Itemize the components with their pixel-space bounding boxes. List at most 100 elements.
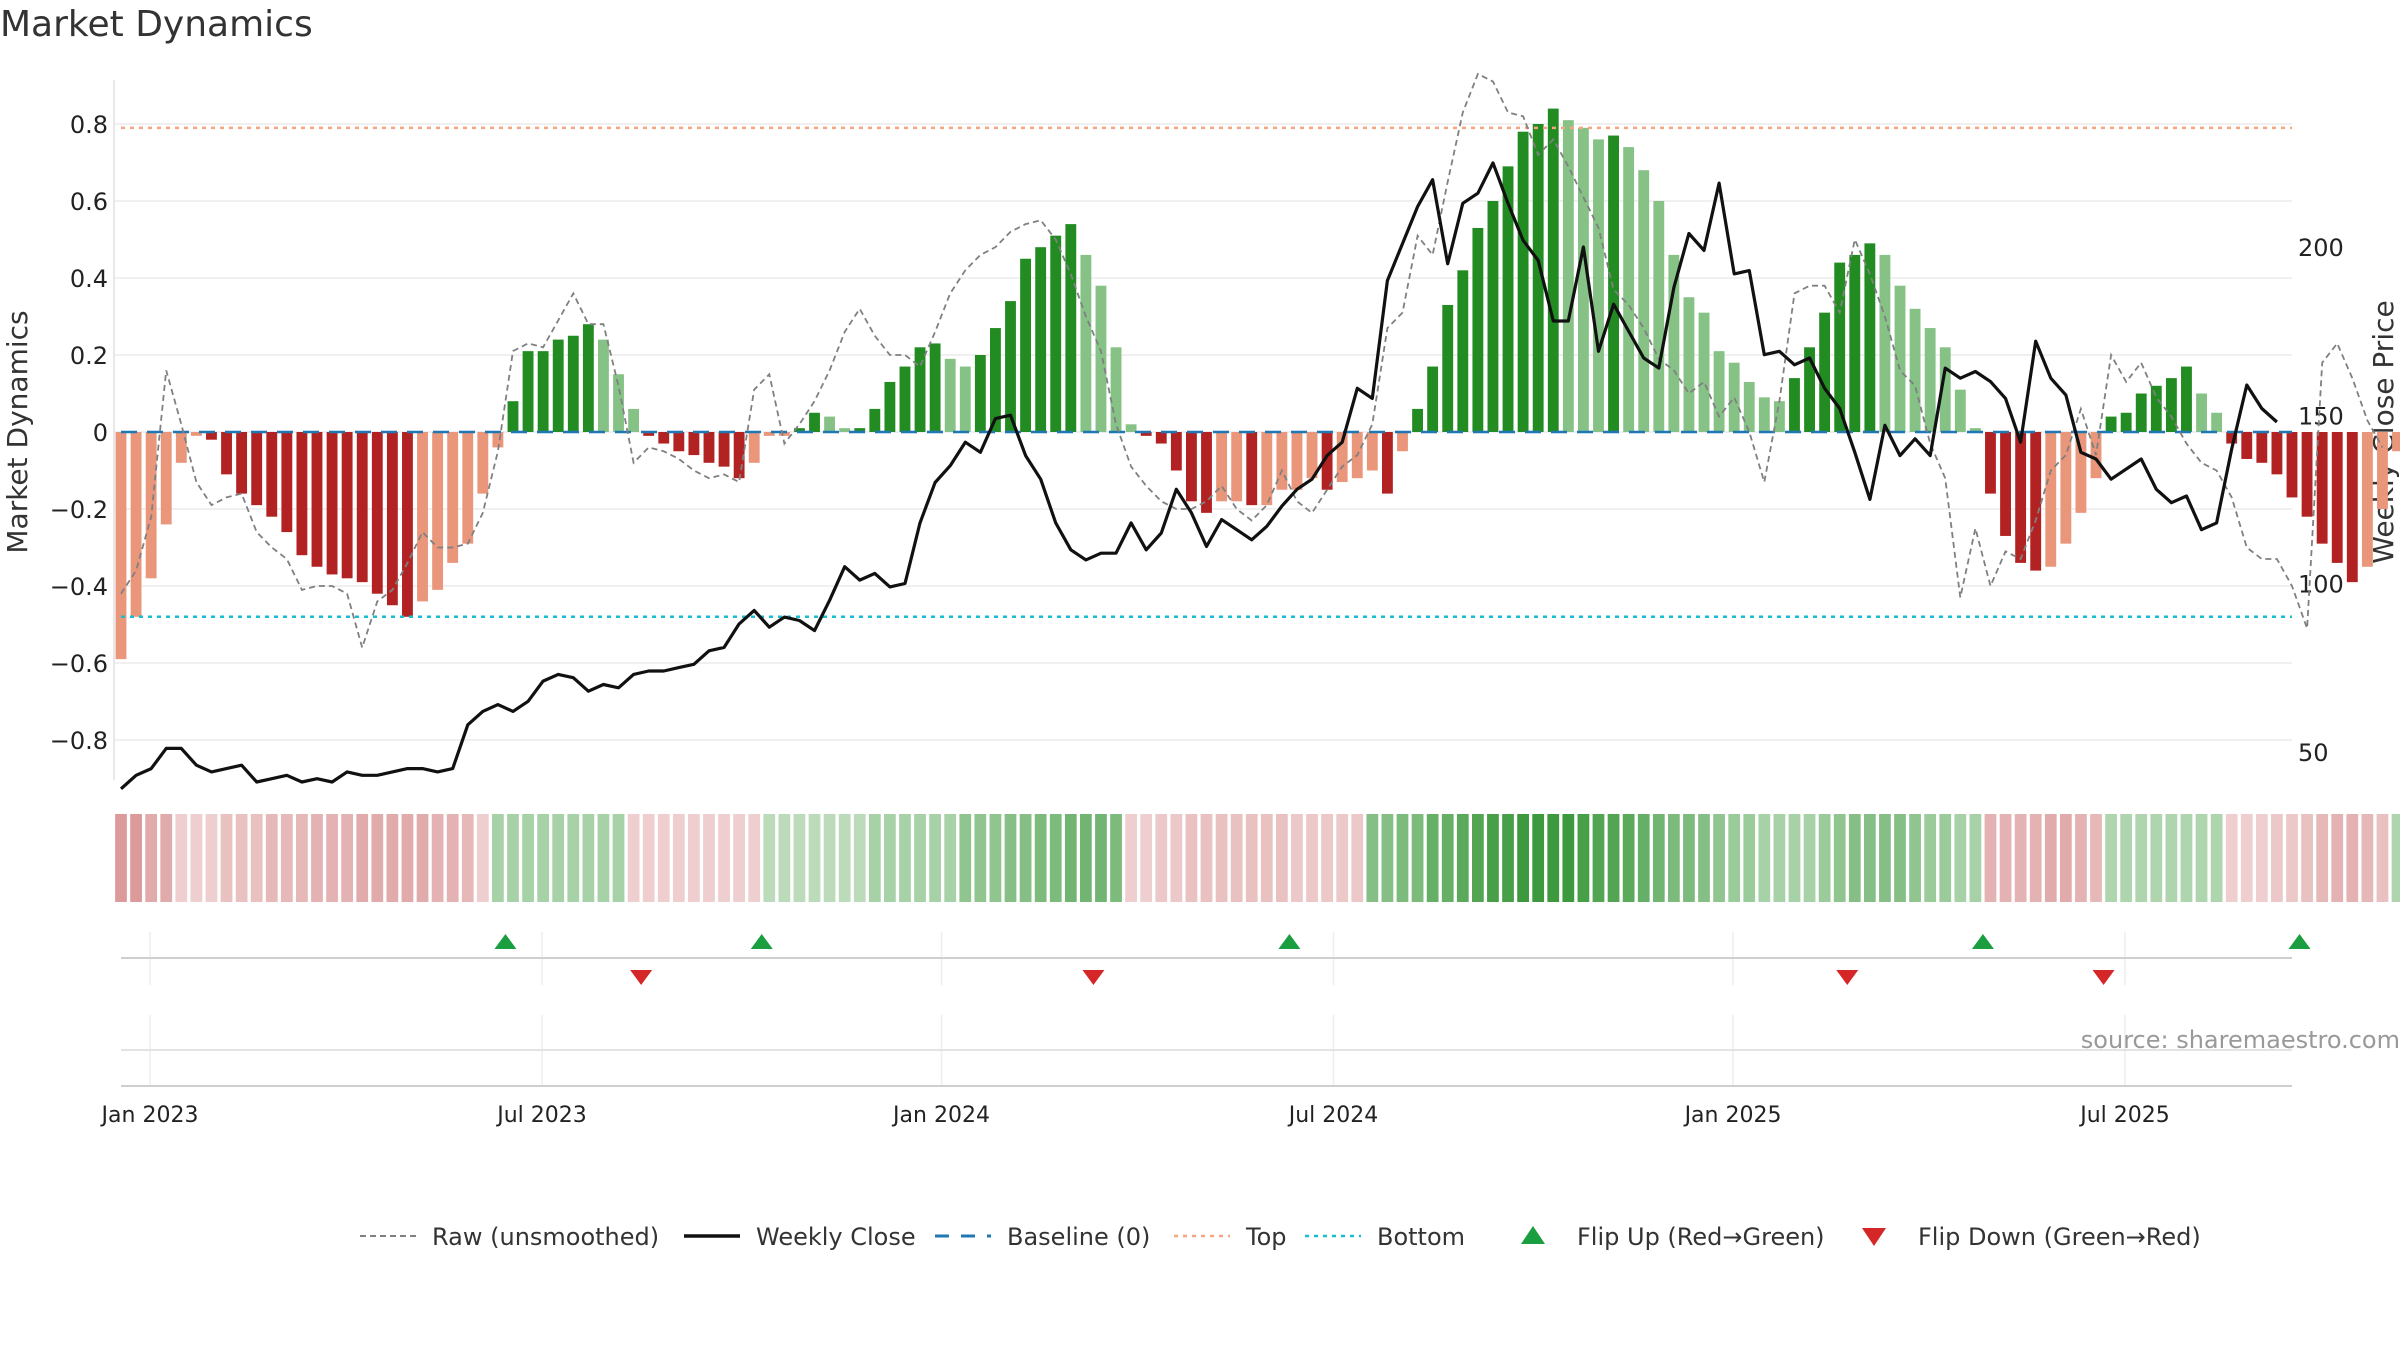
regime-cell — [1969, 814, 1982, 902]
dynamics-bar — [1985, 432, 1996, 494]
regime-cell — [416, 814, 429, 902]
regime-cell — [1125, 814, 1137, 902]
dynamics-bar — [2135, 393, 2147, 432]
regime-cell — [657, 814, 670, 902]
dynamics-bar — [1261, 432, 1273, 506]
dynamics-bar — [794, 428, 805, 432]
dynamics-bar — [2271, 432, 2283, 475]
regime-cell — [1381, 814, 1394, 902]
regime-cell — [1577, 814, 1590, 902]
regime-cell — [2014, 814, 2027, 902]
source-credit: source: sharemaestro.com — [2081, 1026, 2400, 1054]
dynamics-bar — [914, 347, 926, 432]
dynamics-bar — [884, 381, 896, 432]
dynamics-bar — [2120, 412, 2132, 432]
dynamics-bar — [1969, 428, 1981, 432]
regime-cell — [386, 814, 399, 902]
regime-cell — [868, 814, 881, 902]
dynamics-bar — [1638, 170, 1650, 432]
dynamics-bar — [703, 432, 715, 463]
dynamics-bar — [1954, 389, 1966, 432]
dynamics-bar — [688, 432, 700, 456]
regime-cell — [2105, 814, 2117, 902]
regime-cell — [1471, 814, 1484, 902]
dynamics-bar — [2045, 432, 2057, 567]
left-tick-label: −0.4 — [50, 573, 108, 601]
regime-cell — [597, 814, 610, 902]
legend-label: Flip Up (Red→Green) — [1577, 1223, 1825, 1251]
regime-cell — [1426, 814, 1439, 902]
regime-cell — [1245, 814, 1258, 902]
regime-cell — [1758, 814, 1771, 902]
regime-cell — [2059, 814, 2072, 902]
dynamics-bar — [673, 432, 685, 452]
dynamics-bar — [1442, 304, 1454, 432]
regime-cell — [235, 814, 248, 902]
dynamics-bar — [221, 432, 232, 475]
dynamics-bar — [1532, 124, 1544, 432]
dynamics-bar — [175, 432, 187, 463]
regime-cell — [1788, 814, 1801, 902]
dynamics-bar — [643, 432, 655, 436]
legend-item: Raw (unsmoothed) — [360, 1223, 659, 1251]
regime-cell — [1954, 814, 1967, 902]
dynamics-bar — [507, 401, 519, 432]
regime-cell — [1894, 814, 1906, 902]
dynamics-bar — [1125, 424, 1137, 432]
dynamics-bar — [733, 432, 745, 479]
dynamics-bar — [1623, 147, 1635, 432]
regime-cell — [718, 814, 730, 902]
dynamics-bar — [1909, 308, 1921, 432]
flip-up-marker — [1971, 934, 1994, 949]
regime-cell — [205, 814, 218, 902]
dynamics-bar — [809, 412, 820, 432]
regime-cell — [1863, 814, 1876, 902]
dynamics-bar — [341, 432, 353, 579]
dynamics-bar — [1593, 139, 1604, 432]
dynamics-bar — [1924, 328, 1936, 432]
regime-cell — [1351, 814, 1364, 902]
regime-cell — [1336, 814, 1349, 902]
dynamics-bar — [1185, 432, 1197, 502]
dynamics-bar — [1291, 432, 1303, 490]
regime-cell — [1728, 814, 1741, 902]
dynamics-bar — [748, 432, 760, 463]
regime-cell — [507, 814, 519, 902]
x-tick-label: Jan 2024 — [891, 1103, 990, 1128]
regime-cell — [1185, 814, 1198, 902]
dynamics-bar — [944, 358, 956, 432]
dynamics-bar — [1879, 254, 1891, 432]
dynamics-bar — [1457, 270, 1469, 432]
regime-cell — [1607, 814, 1620, 902]
dynamics-bar — [1864, 243, 1876, 432]
regime-cell — [823, 814, 836, 902]
regime-cell — [2391, 814, 2400, 902]
regime-strip — [115, 814, 2400, 902]
dynamics-bar — [1713, 351, 1725, 432]
regime-cell — [989, 814, 1002, 902]
left-axis-label: Market Dynamics — [1, 310, 34, 553]
legend-item: Flip Down (Green→Red) — [1862, 1223, 2201, 1251]
regime-cell — [1999, 814, 2012, 902]
regime-cell — [1215, 814, 1228, 902]
dynamics-bar — [1140, 432, 1152, 436]
right-tick-label: 50 — [2298, 739, 2329, 767]
dynamics-bar — [2105, 416, 2117, 432]
dynamics-bar — [1804, 347, 1815, 432]
regime-cell — [1683, 814, 1695, 902]
regime-cell — [2210, 814, 2223, 902]
flip-markers — [494, 934, 2311, 985]
left-tick-label: 0.6 — [70, 188, 108, 216]
regime-cell — [2165, 814, 2178, 902]
regime-cell — [1773, 814, 1786, 902]
dynamics-bar — [1216, 432, 1228, 502]
dynamics-bar — [2060, 432, 2072, 544]
flip-down-marker — [630, 970, 653, 985]
regime-cell — [974, 814, 987, 902]
regime-cell — [763, 814, 776, 902]
dynamics-bar — [1894, 285, 1906, 432]
dynamics-bar — [1939, 347, 1951, 432]
regime-cell — [537, 814, 550, 902]
regime-cell — [1713, 814, 1725, 902]
regime-cell — [1140, 814, 1153, 902]
